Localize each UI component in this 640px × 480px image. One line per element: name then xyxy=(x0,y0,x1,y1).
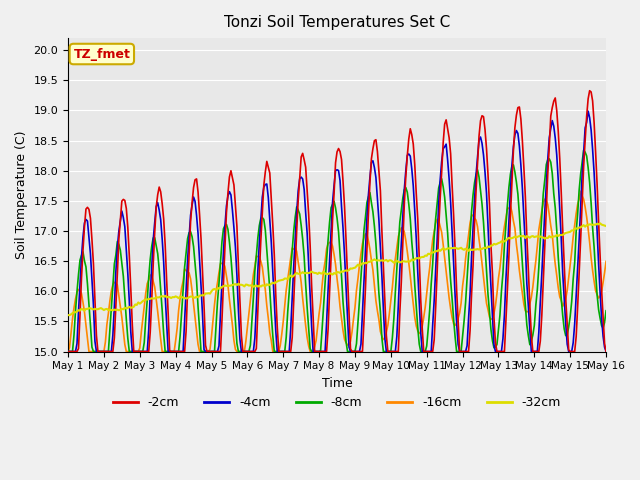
Legend: -2cm, -4cm, -8cm, -16cm, -32cm: -2cm, -4cm, -8cm, -16cm, -32cm xyxy=(108,391,566,414)
Title: Tonzi Soil Temperatures Set C: Tonzi Soil Temperatures Set C xyxy=(224,15,450,30)
Text: TZ_fmet: TZ_fmet xyxy=(74,48,131,60)
X-axis label: Time: Time xyxy=(322,377,353,390)
Y-axis label: Soil Temperature (C): Soil Temperature (C) xyxy=(15,131,28,259)
